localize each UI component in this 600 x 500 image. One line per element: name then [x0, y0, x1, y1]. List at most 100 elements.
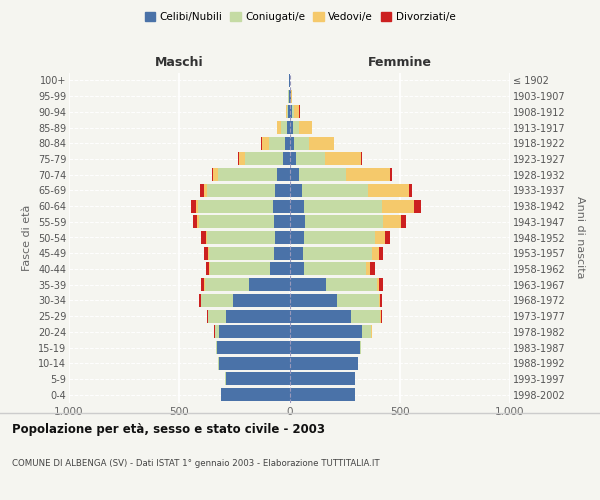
Bar — [202, 294, 233, 307]
Bar — [210, 262, 269, 276]
Bar — [200, 184, 203, 197]
Bar — [221, 388, 290, 401]
Bar — [275, 184, 290, 197]
Bar — [414, 200, 421, 212]
Bar — [290, 90, 291, 102]
Bar — [380, 310, 381, 322]
Bar — [209, 262, 210, 276]
Bar — [277, 168, 290, 181]
Bar — [269, 137, 285, 149]
Bar — [238, 152, 239, 166]
Bar — [302, 184, 368, 197]
Bar — [215, 326, 219, 338]
Bar — [326, 278, 377, 291]
Bar — [207, 184, 275, 197]
Bar — [291, 90, 292, 102]
Text: COMUNE DI ALBENGA (SV) - Dati ISTAT 1° gennaio 2003 - Elaborazione TUTTITALIA.IT: COMUNE DI ALBENGA (SV) - Dati ISTAT 1° g… — [12, 459, 380, 468]
Bar — [219, 357, 290, 370]
Y-axis label: Fasce di età: Fasce di età — [22, 204, 32, 270]
Bar — [219, 326, 290, 338]
Bar — [226, 372, 290, 386]
Bar — [199, 216, 274, 228]
Bar — [304, 231, 376, 244]
Bar — [296, 152, 325, 166]
Bar — [290, 278, 326, 291]
Bar — [204, 247, 208, 260]
Bar — [379, 278, 383, 291]
Text: Maschi: Maschi — [155, 56, 203, 70]
Bar — [290, 137, 294, 149]
Bar — [290, 152, 296, 166]
Bar — [191, 200, 196, 212]
Bar — [299, 121, 311, 134]
Bar — [201, 278, 204, 291]
Bar — [310, 137, 334, 149]
Bar — [346, 168, 390, 181]
Text: Femmine: Femmine — [368, 56, 432, 70]
Bar — [207, 231, 275, 244]
Bar — [304, 200, 382, 212]
Bar — [212, 168, 214, 181]
Bar — [304, 262, 365, 276]
Bar — [290, 294, 337, 307]
Bar — [379, 247, 383, 260]
Bar — [294, 137, 310, 149]
Bar — [208, 247, 209, 260]
Bar — [290, 121, 293, 134]
Bar — [203, 184, 207, 197]
Bar — [290, 106, 292, 118]
Bar — [293, 121, 299, 134]
Bar — [262, 137, 269, 149]
Bar — [379, 294, 380, 307]
Bar — [209, 247, 274, 260]
Bar — [287, 121, 290, 134]
Legend: Celibi/Nubili, Coniugati/e, Vedovi/e, Divorziati/e: Celibi/Nubili, Coniugati/e, Vedovi/e, Di… — [140, 8, 460, 26]
Bar — [226, 310, 290, 322]
Bar — [289, 90, 290, 102]
Bar — [274, 216, 290, 228]
Bar — [206, 262, 209, 276]
Bar — [202, 231, 206, 244]
Bar — [207, 310, 208, 322]
Bar — [233, 294, 290, 307]
Bar — [215, 341, 217, 354]
Bar — [290, 341, 360, 354]
Bar — [385, 231, 390, 244]
Bar — [290, 168, 299, 181]
Bar — [305, 216, 383, 228]
Bar — [382, 200, 414, 212]
Bar — [292, 106, 294, 118]
Bar — [351, 310, 380, 322]
Bar — [289, 106, 290, 118]
Bar — [362, 326, 371, 338]
Bar — [286, 106, 287, 118]
Bar — [197, 216, 199, 228]
Bar — [409, 184, 412, 197]
Text: Popolazione per età, sesso e stato civile - 2003: Popolazione per età, sesso e stato civil… — [12, 422, 325, 436]
Bar — [377, 278, 379, 291]
Bar — [274, 247, 290, 260]
Bar — [283, 152, 290, 166]
Bar — [290, 200, 304, 212]
Bar — [290, 262, 304, 276]
Bar — [287, 106, 289, 118]
Bar — [198, 200, 273, 212]
Bar — [365, 262, 370, 276]
Bar — [370, 262, 376, 276]
Bar — [208, 310, 226, 322]
Bar — [290, 326, 362, 338]
Bar — [401, 216, 406, 228]
Bar — [290, 357, 358, 370]
Bar — [273, 200, 290, 212]
Bar — [376, 231, 385, 244]
Bar — [239, 152, 245, 166]
Bar — [372, 247, 379, 260]
Bar — [290, 388, 355, 401]
Bar — [325, 152, 361, 166]
Y-axis label: Anni di nascita: Anni di nascita — [575, 196, 585, 279]
Bar — [381, 310, 382, 322]
Bar — [290, 231, 304, 244]
Bar — [277, 121, 281, 134]
Bar — [290, 247, 303, 260]
Bar — [214, 168, 218, 181]
